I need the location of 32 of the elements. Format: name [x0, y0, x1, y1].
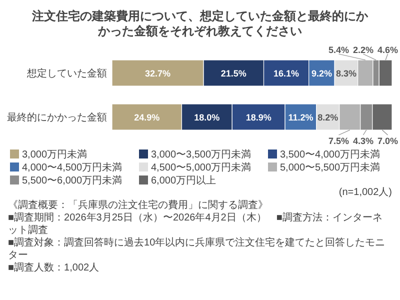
legend-label: 4,500〜5,000万円未満: [151, 162, 252, 174]
data-label: 8.2%: [318, 112, 338, 122]
data-label: 18.0%: [194, 112, 220, 122]
legend-label: 5,000〜5,500万円未満: [280, 162, 380, 174]
data-label: 32.7%: [145, 68, 171, 78]
legend-label: 3,500〜4,000万円未満: [280, 148, 380, 160]
text: ■調査期間：2026年3月25日（水）〜2026年4月2日（木） ■調査方法：インターネット調査: [8, 212, 382, 236]
data-label: 18.9%: [246, 112, 272, 122]
text: ■調査人数：1,002人: [8, 262, 100, 274]
data-label: 16.1%: [274, 68, 300, 78]
text: (n=1,002人): [338, 187, 392, 198]
data-label: 11.2%: [288, 112, 314, 122]
data-label: 9.2%: [311, 68, 332, 78]
data-label: 4.3%: [352, 136, 374, 146]
chart-title: 注文住宅の建築費用について、想定していた金額と最終的にかかった金額をそれぞれ教えてください: [31, 9, 369, 38]
text: 《調査概要：「兵庫県の注文住宅の費用」に関する調査》: [8, 199, 268, 211]
y-tick-label: 最終的にかかった金額: [7, 112, 107, 124]
legend-label: 6,000万円以上: [151, 174, 216, 186]
data-label: 8.3%: [336, 68, 356, 78]
data-label: 21.5%: [220, 68, 246, 78]
text: ■調査対象：調査回答時に過去10年以内に兵庫県で注文住宅を建てたと回答したモニター: [8, 236, 386, 261]
legend-label: 5,500〜6,000万円未満: [22, 174, 122, 186]
data-label: 7.5%: [328, 136, 349, 146]
data-label: 5.4%: [328, 45, 349, 55]
data-label: 2.2%: [352, 45, 374, 55]
legend-label: 4,000〜4,500万円未満: [22, 162, 122, 174]
legend-label: 3,000〜3,500万円未満: [151, 148, 252, 160]
data-label: 7.0%: [377, 136, 398, 146]
data-label: 24.9%: [134, 112, 160, 122]
data-label: 4.6%: [377, 45, 398, 55]
legend-label: 3,000万円未満: [22, 148, 88, 160]
y-tick-label: 想定していた金額: [26, 68, 107, 80]
